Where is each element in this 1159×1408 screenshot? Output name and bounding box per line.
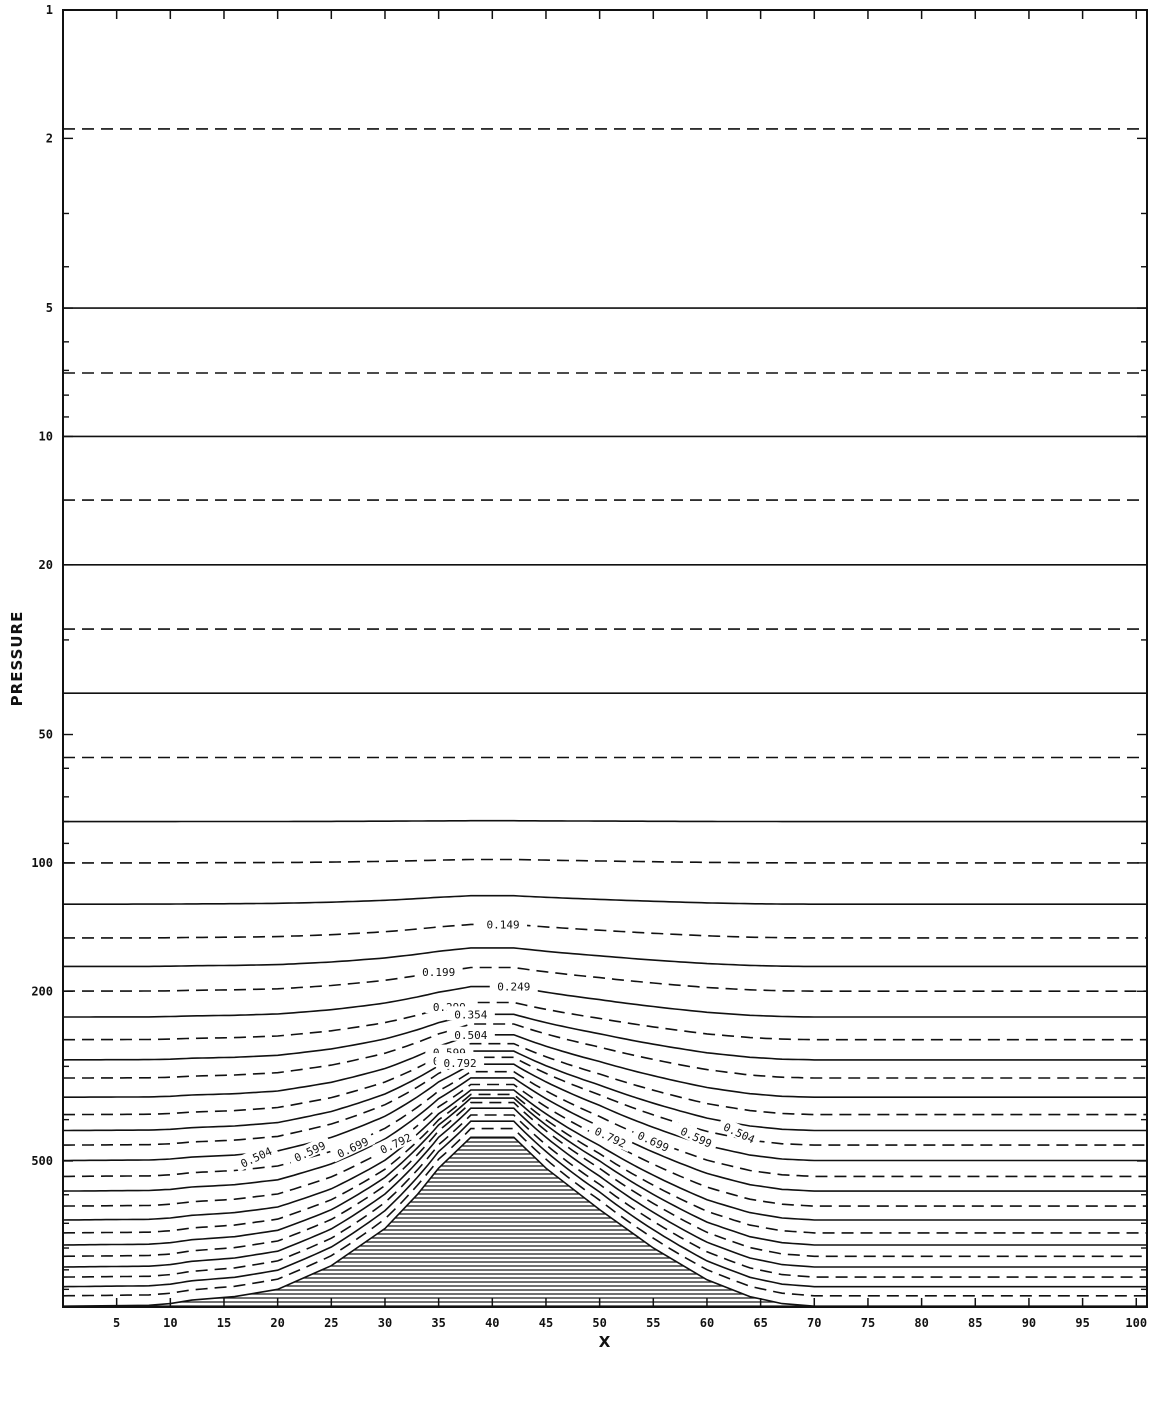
y-tick-label: 50 — [39, 728, 53, 742]
contour-line — [62, 1127, 1147, 1297]
x-tick-label: 95 — [1075, 1316, 1089, 1330]
contour-line — [63, 1050, 1147, 1132]
x-tick-label: 80 — [914, 1316, 928, 1330]
x-tick-label: 85 — [968, 1316, 982, 1330]
y-tick-label: 20 — [39, 558, 53, 572]
y-tick-label: 200 — [31, 984, 53, 998]
y-tick-label: 10 — [39, 429, 53, 443]
contour-label: 0.199 — [422, 966, 455, 979]
contour-label: 0.792 — [444, 1057, 477, 1070]
contour-line — [63, 1063, 1147, 1162]
y-tick-label: 100 — [31, 856, 53, 870]
y-axis-title: PRESSURE — [8, 611, 26, 707]
contour-line — [62, 1097, 1147, 1246]
x-tick-label: 70 — [807, 1316, 821, 1330]
plot-frame — [62, 9, 1148, 1308]
contour-line — [62, 1107, 1147, 1268]
x-tick-label: 15 — [217, 1316, 231, 1330]
contour-line — [63, 858, 1147, 864]
contour-label: 0.249 — [497, 981, 530, 994]
x-tick-label: 55 — [646, 1316, 660, 1330]
x-tick-label: 5 — [113, 1316, 120, 1330]
contour-labels: 0.1490.1990.2490.2990.3540.5040.5990.699… — [232, 916, 763, 1172]
contour-line — [63, 1001, 1147, 1041]
contour-line — [63, 819, 1147, 823]
y-tick-label: 2 — [46, 131, 53, 145]
contour-line — [62, 1101, 1147, 1258]
x-tick-label: 30 — [378, 1316, 392, 1330]
x-tick-label: 50 — [592, 1316, 606, 1330]
y-tick-label: 5 — [46, 301, 53, 315]
contour-line — [63, 985, 1147, 1018]
x-tick-label: 20 — [270, 1316, 284, 1330]
x-tick-label: 35 — [431, 1316, 445, 1330]
y-tick-label: 500 — [31, 1154, 53, 1168]
x-tick-label: 65 — [753, 1316, 767, 1330]
x-tick-label: 100 — [1125, 1316, 1147, 1330]
contour-line — [62, 966, 1147, 992]
contour-lines — [62, 128, 1147, 1297]
x-tick-label: 60 — [700, 1316, 714, 1330]
terrain-region — [62, 1136, 1148, 1308]
contour-line — [63, 894, 1147, 905]
contour-line — [63, 1042, 1147, 1116]
contour-label: 0.149 — [486, 918, 519, 931]
x-tick-label: 45 — [539, 1316, 553, 1330]
y-tick-label: 1 — [46, 3, 53, 17]
x-tick-label: 40 — [485, 1316, 499, 1330]
contour-line — [63, 1056, 1147, 1146]
contour-line — [63, 923, 1147, 939]
terrain-surface — [62, 1136, 1148, 1308]
x-tick-label: 90 — [1022, 1316, 1036, 1330]
x-tick-label: 10 — [163, 1316, 177, 1330]
contour-label: 0.504 — [454, 1029, 487, 1042]
x-axis-title: X — [599, 1333, 612, 1351]
contour-line — [62, 1089, 1147, 1221]
contour-line — [62, 1093, 1147, 1234]
contour-line — [63, 1034, 1147, 1098]
contour-line — [63, 1023, 1147, 1079]
axis-ticks: 5 10 15 20 25 30 35 40 45 50 55 60 65 70 75 80 85 90 95 100… — [31, 3, 1147, 1330]
x-tick-label: 75 — [861, 1316, 875, 1330]
contour-line — [62, 1120, 1147, 1288]
x-tick-label: 25 — [324, 1316, 338, 1330]
contour-label: 0.354 — [454, 1008, 487, 1021]
contour-line — [63, 947, 1147, 968]
contour-line — [62, 1114, 1147, 1278]
contour-line — [62, 1013, 1147, 1061]
